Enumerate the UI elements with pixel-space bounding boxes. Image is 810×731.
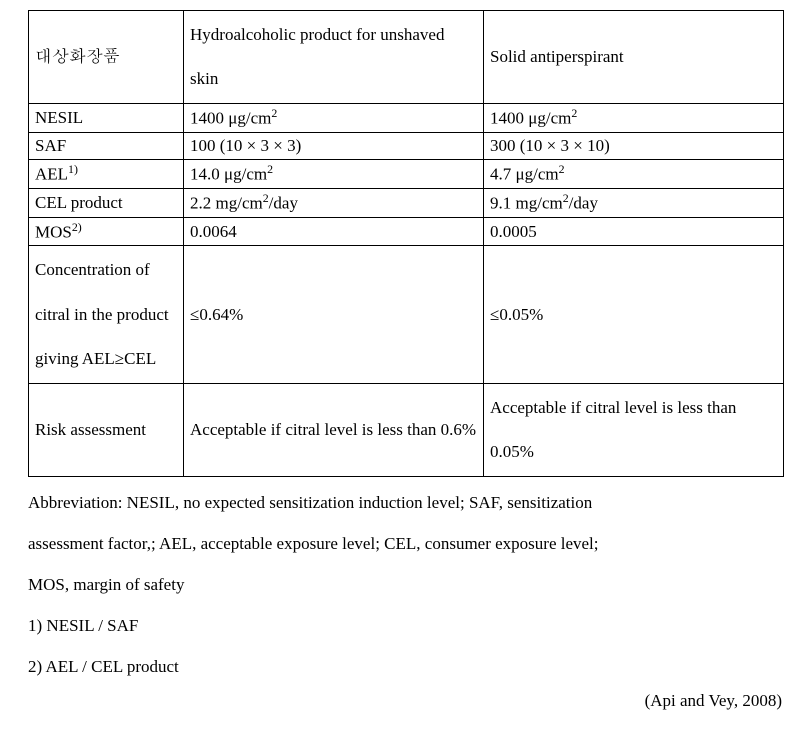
row-label: Risk assessment: [29, 384, 184, 477]
cell: Acceptable if citral level is less than …: [184, 384, 484, 477]
cell: 100 (10 × 3 × 3): [184, 133, 484, 160]
cell: 9.1 mg/cm2/day: [484, 188, 784, 217]
abbreviation-notes: Abbreviation: NESIL, no expected sensiti…: [28, 483, 782, 687]
table-row: Concentration of citral in the product g…: [29, 246, 784, 384]
table-row: MOS2) 0.0064 0.0005: [29, 217, 784, 246]
cell: 0.0005: [484, 217, 784, 246]
table-row: Risk assessment Acceptable if citral lev…: [29, 384, 784, 477]
risk-assessment-table: 대상화장품 Hydroalcoholic product for unshave…: [28, 10, 784, 477]
cell: 14.0 μg/cm2: [184, 160, 484, 189]
row-label: Concentration of citral in the product g…: [29, 246, 184, 384]
note-line: Abbreviation: NESIL, no expected sensiti…: [28, 483, 782, 524]
cell: Solid antiperspirant: [484, 11, 784, 104]
cell-text: 9.1 mg/cm: [490, 194, 563, 213]
cell: 4.7 μg/cm2: [484, 160, 784, 189]
row-label: AEL1): [29, 160, 184, 189]
cell: 2.2 mg/cm2/day: [184, 188, 484, 217]
cell-text: /day: [569, 194, 598, 213]
row-label: MOS2): [29, 217, 184, 246]
cell: Hydroalcoholic product for unshaved skin: [184, 11, 484, 104]
superscript: 1): [68, 162, 78, 176]
citation: (Api and Vey, 2008): [28, 691, 782, 711]
row-label: 대상화장품: [29, 11, 184, 104]
table-row: NESIL 1400 μg/cm2 1400 μg/cm2: [29, 104, 784, 133]
superscript: 2: [271, 106, 277, 120]
row-label: SAF: [29, 133, 184, 160]
cell: ≤0.05%: [484, 246, 784, 384]
cell-text: MOS: [35, 222, 72, 241]
cell: ≤0.64%: [184, 246, 484, 384]
note-line: 1) NESIL / SAF: [28, 606, 782, 647]
table-row: CEL product 2.2 mg/cm2/day 9.1 mg/cm2/da…: [29, 188, 784, 217]
table-row: 대상화장품 Hydroalcoholic product for unshave…: [29, 11, 784, 104]
table-row: SAF 100 (10 × 3 × 3) 300 (10 × 3 × 10): [29, 133, 784, 160]
cell-text: /day: [269, 194, 298, 213]
cell-text: 1400 μg/cm: [190, 109, 271, 128]
cell-text: 14.0 μg/cm: [190, 165, 267, 184]
cell-text: 1400 μg/cm: [490, 109, 571, 128]
cell: 300 (10 × 3 × 10): [484, 133, 784, 160]
cell: 1400 μg/cm2: [184, 104, 484, 133]
row-label: NESIL: [29, 104, 184, 133]
row-label: CEL product: [29, 188, 184, 217]
note-line: 2) AEL / CEL product: [28, 647, 782, 688]
cell: Acceptable if citral level is less than …: [484, 384, 784, 477]
note-line: assessment factor,; AEL, acceptable expo…: [28, 524, 782, 565]
superscript: 2: [571, 106, 577, 120]
superscript: 2: [267, 162, 273, 176]
cell: 1400 μg/cm2: [484, 104, 784, 133]
cell: 0.0064: [184, 217, 484, 246]
superscript: 2): [72, 220, 82, 234]
superscript: 2: [559, 162, 565, 176]
cell-text: AEL: [35, 165, 68, 184]
cell-text: 2.2 mg/cm: [190, 194, 263, 213]
note-line: MOS, margin of safety: [28, 565, 782, 606]
table-row: AEL1) 14.0 μg/cm2 4.7 μg/cm2: [29, 160, 784, 189]
cell-text: 4.7 μg/cm: [490, 165, 559, 184]
